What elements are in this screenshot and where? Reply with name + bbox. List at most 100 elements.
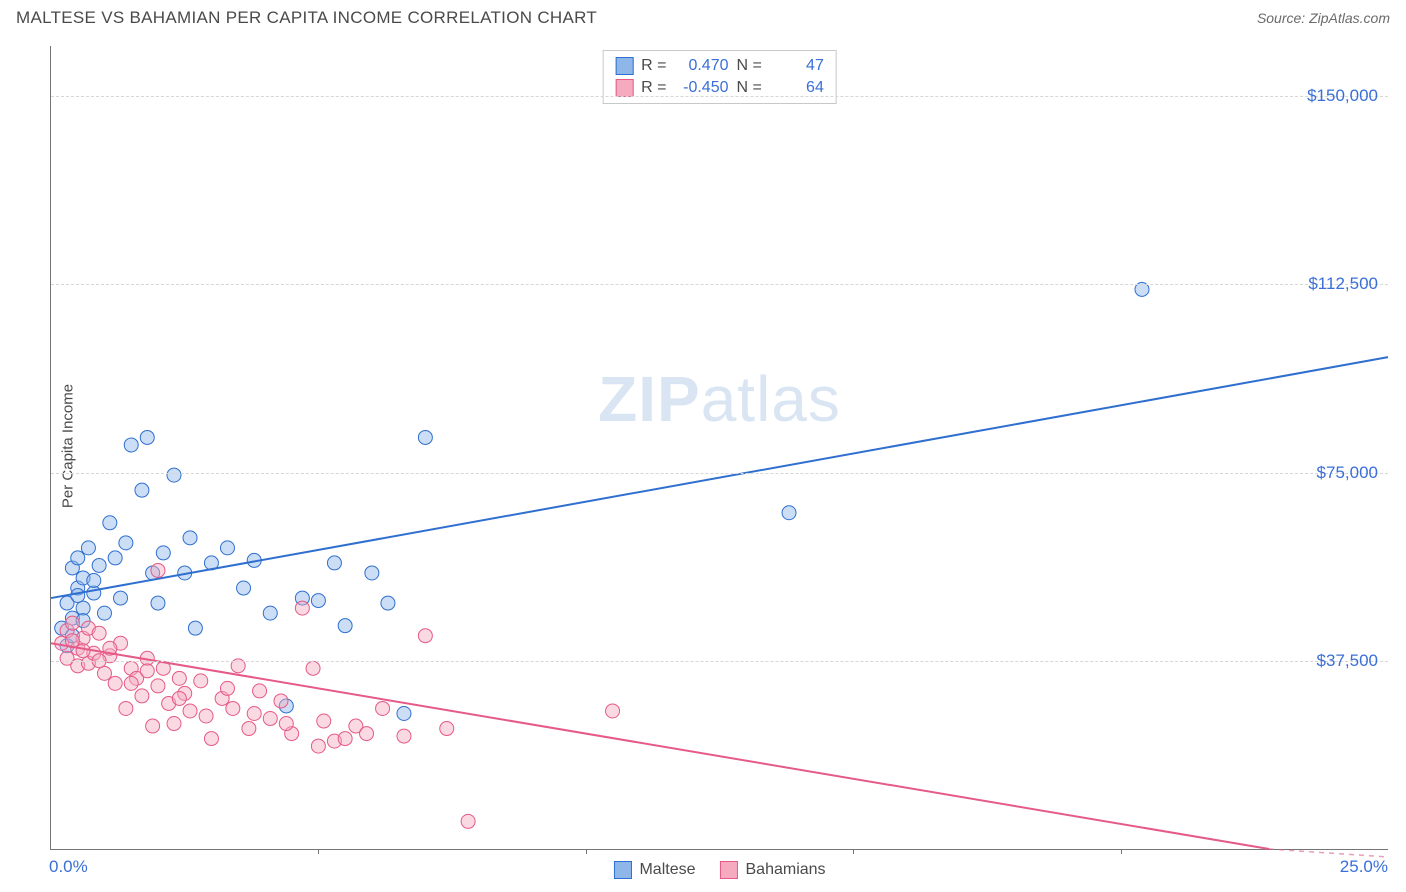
data-point — [253, 684, 267, 698]
data-point — [220, 541, 234, 555]
n-label-1: N = — [737, 57, 762, 75]
data-point — [782, 506, 796, 520]
data-point — [124, 438, 138, 452]
x-tick-mark — [853, 849, 854, 854]
data-point — [295, 601, 309, 615]
data-point — [418, 629, 432, 643]
scatter-svg — [51, 46, 1388, 849]
data-point — [360, 727, 374, 741]
data-point — [317, 714, 331, 728]
data-point — [461, 814, 475, 828]
data-point — [199, 709, 213, 723]
data-point — [97, 666, 111, 680]
data-point — [135, 689, 149, 703]
data-point — [440, 722, 454, 736]
gridline — [51, 661, 1388, 662]
trend-line-extrapolated — [1269, 849, 1388, 857]
r-value-2: -0.450 — [675, 79, 729, 97]
data-point — [124, 676, 138, 690]
y-tick-label: $75,000 — [1317, 463, 1378, 483]
legend-label-maltese: Maltese — [639, 861, 695, 879]
data-point — [237, 581, 251, 595]
data-point — [338, 619, 352, 633]
data-point — [65, 616, 79, 630]
n-label-2: N = — [737, 79, 762, 97]
legend-swatch-maltese — [613, 861, 631, 879]
chart-plot-area: ZIPatlas R = 0.470 N = 47 R = -0.450 N =… — [50, 46, 1388, 850]
trend-line — [51, 357, 1388, 598]
stats-row-maltese: R = 0.470 N = 47 — [615, 55, 824, 77]
y-tick-label: $112,500 — [1308, 274, 1378, 294]
data-point — [87, 573, 101, 587]
data-point — [114, 591, 128, 605]
swatch-bahamians — [615, 79, 633, 97]
x-tick-left: 0.0% — [49, 857, 88, 877]
data-point — [306, 661, 320, 675]
r-value-1: 0.470 — [675, 57, 729, 75]
r-label-2: R = — [641, 79, 666, 97]
gridline — [51, 284, 1388, 285]
data-point — [87, 586, 101, 600]
data-point — [376, 701, 390, 715]
data-point — [108, 676, 122, 690]
data-point — [279, 717, 293, 731]
x-tick-mark — [586, 849, 587, 854]
swatch-maltese — [615, 57, 633, 75]
data-point — [226, 701, 240, 715]
data-point — [71, 589, 85, 603]
legend-item-bahamians: Bahamians — [719, 861, 825, 879]
data-point — [146, 719, 160, 733]
y-tick-label: $37,500 — [1317, 651, 1378, 671]
data-point — [140, 430, 154, 444]
data-point — [140, 664, 154, 678]
data-point — [172, 671, 186, 685]
legend-label-bahamians: Bahamians — [745, 861, 825, 879]
data-point — [151, 563, 165, 577]
n-value-2: 64 — [770, 79, 824, 97]
y-tick-label: $150,000 — [1307, 86, 1378, 106]
data-point — [381, 596, 395, 610]
data-point — [92, 626, 106, 640]
x-tick-mark — [318, 849, 319, 854]
r-label-1: R = — [641, 57, 666, 75]
data-point — [242, 722, 256, 736]
data-point — [365, 566, 379, 580]
data-point — [76, 601, 90, 615]
data-point — [119, 701, 133, 715]
source-prefix: Source: — [1257, 10, 1305, 26]
data-point — [135, 483, 149, 497]
data-point — [194, 674, 208, 688]
data-point — [397, 729, 411, 743]
data-point — [311, 594, 325, 608]
source-name: ZipAtlas.com — [1309, 10, 1390, 26]
chart-header: MALTESE VS BAHAMIAN PER CAPITA INCOME CO… — [0, 0, 1406, 32]
data-point — [183, 704, 197, 718]
chart-source: Source: ZipAtlas.com — [1257, 10, 1390, 26]
data-point — [204, 732, 218, 746]
data-point — [263, 712, 277, 726]
data-point — [311, 739, 325, 753]
data-point — [151, 679, 165, 693]
data-point — [274, 694, 288, 708]
data-point — [103, 516, 117, 530]
data-point — [263, 606, 277, 620]
data-point — [172, 691, 186, 705]
legend: Maltese Bahamians — [613, 861, 825, 879]
data-point — [418, 430, 432, 444]
data-point — [92, 558, 106, 572]
x-tick-right: 25.0% — [1340, 857, 1388, 877]
data-point — [81, 541, 95, 555]
data-point — [183, 531, 197, 545]
n-value-1: 47 — [770, 57, 824, 75]
data-point — [167, 468, 181, 482]
data-point — [97, 606, 111, 620]
data-point — [71, 551, 85, 565]
gridline — [51, 96, 1388, 97]
data-point — [188, 621, 202, 635]
data-point — [167, 717, 181, 731]
data-point — [76, 644, 90, 658]
legend-swatch-bahamians — [719, 861, 737, 879]
data-point — [156, 546, 170, 560]
x-tick-mark — [1121, 849, 1122, 854]
data-point — [119, 536, 133, 550]
